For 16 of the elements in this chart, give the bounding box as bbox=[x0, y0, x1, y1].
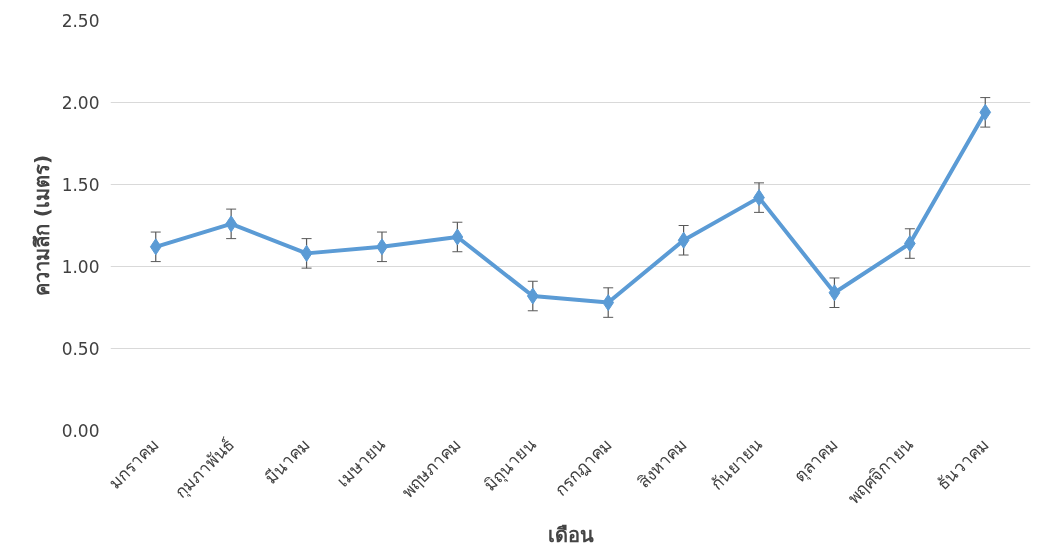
point bbox=[602, 294, 615, 312]
y-tick-label: 0.50 bbox=[61, 339, 100, 359]
y-tick-label: 2.00 bbox=[61, 93, 100, 113]
y-tick-label: 1.00 bbox=[61, 257, 100, 277]
y-axis-title: ความลึก (เมตร) bbox=[29, 154, 54, 297]
point bbox=[300, 244, 313, 262]
y-tick-label: 2.50 bbox=[61, 11, 100, 31]
point bbox=[451, 228, 464, 246]
y-tick-label: 0.00 bbox=[61, 421, 100, 441]
y-tick-label: 1.50 bbox=[61, 175, 100, 195]
point bbox=[149, 238, 162, 256]
point bbox=[828, 284, 841, 302]
point bbox=[677, 231, 690, 249]
x-axis-title: เดือน bbox=[547, 523, 594, 548]
point bbox=[979, 103, 992, 121]
point bbox=[526, 287, 539, 305]
